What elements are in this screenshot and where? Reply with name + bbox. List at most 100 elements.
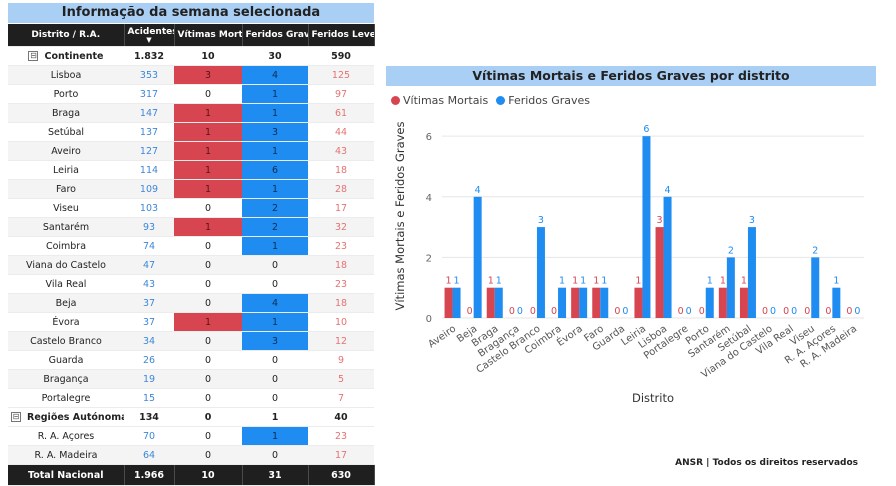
collapse-icon[interactable]: ⊟ — [11, 412, 21, 422]
bar-feridos-graves[interactable] — [705, 287, 714, 318]
table-row[interactable]: Leiria 114 1 6 18 — [8, 160, 374, 180]
y-tick-label: 0 — [426, 314, 432, 325]
bar-vitimas-mortais[interactable] — [634, 287, 643, 318]
data-label-feridos-graves: 1 — [833, 276, 839, 287]
table-row[interactable]: Lisboa 353 3 4 125 — [8, 65, 374, 85]
bar-feridos-graves[interactable] — [747, 227, 756, 318]
cell-acidentes: 353 — [124, 65, 174, 85]
header-feridos-graves[interactable]: Feridos Graves — [242, 24, 309, 47]
table-row[interactable]: Bragança 19 0 0 5 — [8, 369, 374, 389]
cell-distrito-label: Évora — [52, 316, 80, 328]
cell-feridos-graves: 1 — [242, 84, 308, 104]
cell-feridos-leves: 61 — [308, 103, 374, 123]
total-feridos-leves: 630 — [308, 464, 375, 486]
cell-feridos-leves: 9 — [308, 350, 374, 370]
group-row[interactable]: ⊟ Continente 1.832 10 30 590 — [8, 46, 374, 66]
bar-feridos-graves[interactable] — [832, 287, 841, 318]
header-vitimas-mortais[interactable]: Vítimas Mortais — [174, 24, 243, 47]
data-label-feridos-graves: 0 — [517, 306, 523, 317]
bar-feridos-graves[interactable] — [473, 196, 482, 318]
cell-feridos-graves: 1 — [242, 312, 308, 332]
table-row[interactable]: Castelo Branco 34 0 3 12 — [8, 331, 374, 351]
bar-feridos-graves[interactable] — [452, 287, 461, 318]
bar-feridos-graves[interactable] — [663, 196, 672, 318]
table-row[interactable]: Viseu 103 0 2 17 — [8, 198, 374, 218]
y-tick-label: 4 — [426, 193, 432, 204]
cell-feridos-leves: 32 — [308, 217, 374, 237]
table-row[interactable]: Aveiro 127 1 1 43 — [8, 141, 374, 161]
bar-feridos-graves[interactable] — [494, 287, 503, 318]
table-row[interactable]: Setúbal 137 1 3 44 — [8, 122, 374, 142]
cell-acidentes: 127 — [124, 141, 174, 161]
bar-vitimas-mortais[interactable] — [718, 287, 727, 318]
bar-vitimas-mortais[interactable] — [444, 287, 453, 318]
header-acidentes[interactable]: Acidentes ▼ — [124, 24, 175, 47]
cell-distrito-label: Bragança — [43, 373, 89, 385]
chart-panel-title: Vítimas Mortais e Feridos Graves por dis… — [386, 66, 876, 86]
total-label: Total Nacional — [8, 464, 125, 486]
bar-feridos-graves[interactable] — [726, 257, 735, 318]
legend-item-feridos-graves[interactable]: Feridos Graves — [496, 94, 590, 107]
cell-feridos-leves: 125 — [308, 65, 374, 85]
table-row[interactable]: R. A. Madeira 64 0 0 17 — [8, 445, 374, 465]
cell-vitimas-mortais: 1 — [174, 312, 242, 332]
cell-feridos-leves: 12 — [308, 331, 374, 351]
table-row[interactable]: Beja 37 0 4 18 — [8, 293, 374, 313]
table-row[interactable]: Vila Real 43 0 0 23 — [8, 274, 374, 294]
bar-vitimas-mortais[interactable] — [592, 287, 601, 318]
cell-feridos-leves: 18 — [308, 255, 374, 275]
group-row[interactable]: ⊟ Regiões Autónomas 134 0 1 40 — [8, 407, 374, 427]
bar-feridos-graves[interactable] — [536, 227, 545, 318]
cell-acidentes: 70 — [124, 426, 174, 446]
cell-distrito: Portalegre — [8, 388, 124, 408]
cell-feridos-leves: 97 — [308, 84, 374, 104]
bar-feridos-graves[interactable] — [811, 257, 820, 318]
header-distrito[interactable]: Distrito / R.A. — [8, 24, 125, 47]
data-label-vitimas-mortais: 0 — [699, 306, 705, 317]
legend-item-vitimas-mortais[interactable]: Vítimas Mortais — [391, 94, 488, 107]
table-row[interactable]: Braga 147 1 1 61 — [8, 103, 374, 123]
cell-feridos-leves: 18 — [308, 160, 374, 180]
cell-feridos-graves: 0 — [242, 255, 308, 275]
cell-feridos-leves: 7 — [308, 388, 374, 408]
bar-feridos-graves[interactable] — [558, 287, 567, 318]
table-row[interactable]: Coimbra 74 0 1 23 — [8, 236, 374, 256]
header-feridos-leves[interactable]: Feridos Leves — [308, 24, 375, 47]
cell-feridos-leves: 17 — [308, 198, 374, 218]
bar-vitimas-mortais[interactable] — [571, 287, 580, 318]
cell-feridos-graves: 1 — [242, 103, 308, 123]
total-acidentes: 1.966 — [124, 464, 175, 486]
bar-vitimas-mortais[interactable] — [655, 227, 664, 318]
data-label-vitimas-mortais: 0 — [530, 306, 536, 317]
cell-vitimas-mortais: 0 — [174, 84, 242, 104]
cell-distrito: Faro — [8, 179, 124, 199]
bar-feridos-graves[interactable] — [600, 287, 609, 318]
table-row[interactable]: Faro 109 1 1 28 — [8, 179, 374, 199]
data-label-vitimas-mortais: 0 — [614, 306, 620, 317]
cell-distrito-label: Portalegre — [41, 392, 91, 404]
data-label-feridos-graves: 3 — [538, 215, 544, 226]
table-row[interactable]: Portalegre 15 0 0 7 — [8, 388, 374, 408]
table-row[interactable]: Viana do Castelo 47 0 0 18 — [8, 255, 374, 275]
cell-acidentes: 74 — [124, 236, 174, 256]
bar-vitimas-mortais[interactable] — [486, 287, 495, 318]
cell-feridos-leves: 23 — [308, 274, 374, 294]
cell-distrito-label: Castelo Branco — [30, 335, 102, 347]
table-row[interactable]: R. A. Açores 70 0 1 23 — [8, 426, 374, 446]
bar-vitimas-mortais[interactable] — [739, 287, 748, 318]
cell-feridos-graves: 2 — [242, 198, 308, 218]
cell-feridos-leves: 5 — [308, 369, 374, 389]
table-row[interactable]: Guarda 26 0 0 9 — [8, 350, 374, 370]
collapse-icon[interactable]: ⊟ — [28, 51, 39, 61]
cell-vitimas-mortais: 0 — [174, 445, 242, 465]
cell-feridos-graves: 1 — [242, 236, 308, 256]
table-row[interactable]: Porto 317 0 1 97 — [8, 84, 374, 104]
cell-acidentes: 93 — [124, 217, 174, 237]
table-row[interactable]: Santarém 93 1 2 32 — [8, 217, 374, 237]
cell-acidentes: 134 — [124, 407, 174, 427]
cell-distrito-label: Guarda — [48, 354, 84, 366]
bar-feridos-graves[interactable] — [642, 136, 651, 318]
bar-feridos-graves[interactable] — [579, 287, 588, 318]
cell-acidentes: 137 — [124, 122, 174, 142]
table-row[interactable]: Évora 37 1 1 10 — [8, 312, 374, 332]
